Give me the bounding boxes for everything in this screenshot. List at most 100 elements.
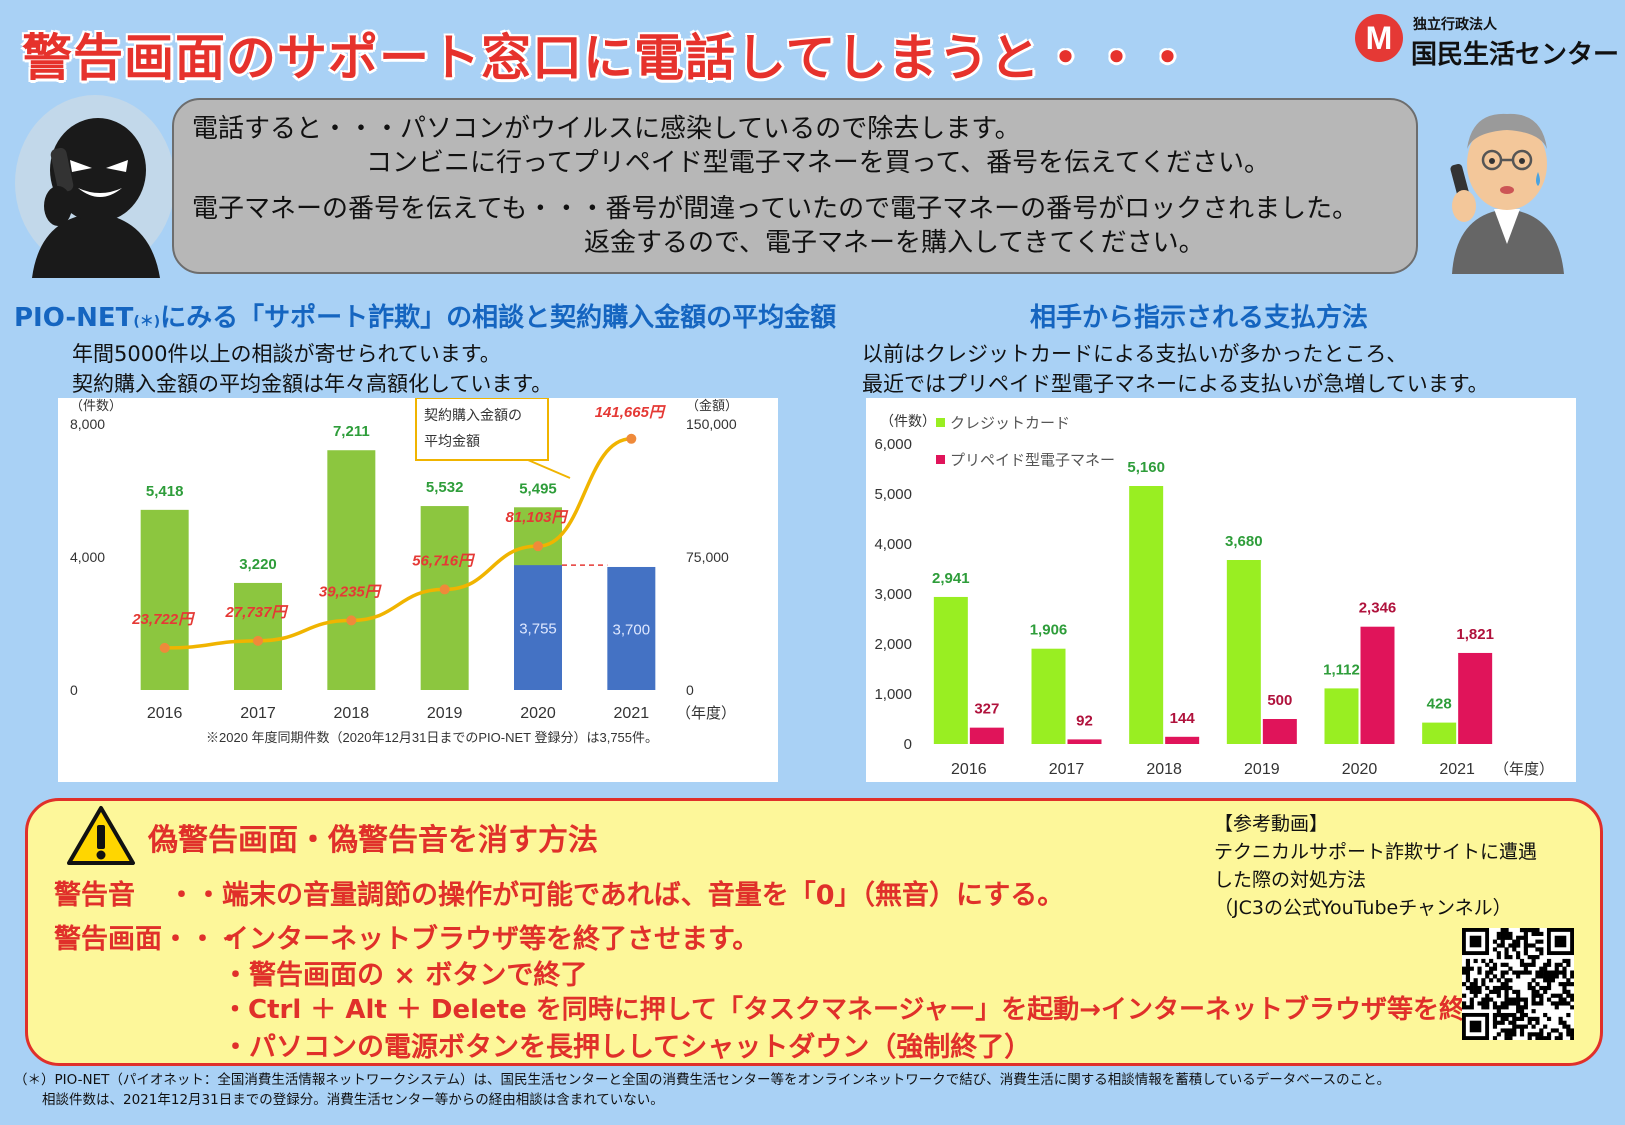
qr-module: [1546, 958, 1552, 964]
qr-module: [1562, 1020, 1567, 1025]
qr-module: [1550, 993, 1555, 998]
qr-module: [1512, 1001, 1517, 1006]
qr-module: [1546, 970, 1552, 975]
qr-module: [1543, 1024, 1548, 1029]
x-tick-label: 2020: [1342, 761, 1378, 778]
qr-module: [1531, 1024, 1536, 1029]
qr-module: [1570, 974, 1574, 979]
legend-label-prepaid: プリペイド型電子マネー: [950, 452, 1115, 469]
qr-module: [1527, 970, 1532, 975]
qr-module: [1512, 947, 1517, 952]
qr-module: [1473, 993, 1478, 998]
qr-module: [1500, 1012, 1505, 1018]
qr-module: [1570, 993, 1574, 998]
qr-module: [1508, 997, 1513, 1002]
qr-module: [1566, 962, 1571, 967]
qr-module: [1527, 955, 1532, 960]
qr-module: [1477, 1001, 1482, 1006]
qr-module: [1558, 1020, 1563, 1025]
reference-line-4: （JC3の公式YouTubeチャンネル）: [1214, 897, 1512, 919]
y-tick: 1,000: [874, 686, 912, 703]
average-amount-point: [346, 615, 357, 626]
qr-module: [1539, 1036, 1544, 1040]
qr-module: [1477, 985, 1482, 991]
bar-credit-card: [933, 596, 968, 744]
qr-module: [1531, 931, 1536, 937]
bar-label-credit-card: 1,906: [1030, 622, 1068, 639]
qr-module: [1473, 982, 1478, 987]
bar-consultations: [327, 450, 376, 690]
x-tick-label: 2017: [1049, 761, 1085, 778]
qr-module: [1531, 955, 1536, 960]
qr-module: [1496, 1032, 1501, 1037]
removal-methods-box: 偽警告画面・偽警告音を消す方法 警告音 ・・・ 端末の音量調節の操作が可能であれ…: [25, 798, 1603, 1066]
average-amount-point: [159, 642, 170, 653]
qr-module: [1566, 982, 1571, 987]
qr-module: [1539, 1032, 1544, 1037]
qr-module: [1554, 966, 1559, 971]
qr-module: [1523, 1024, 1528, 1029]
qr-module: [1519, 1028, 1525, 1033]
qr-module: [1554, 970, 1559, 975]
dialogue-line-1: 電話すると・・・パソコンがウイルスに感染しているので除去します。: [192, 114, 1021, 144]
qr-module: [1519, 958, 1525, 964]
y-tick: 4,000: [874, 536, 912, 553]
qr-module: [1469, 985, 1474, 991]
qr-module: [1550, 974, 1555, 979]
qr-module: [1543, 1012, 1548, 1018]
qr-module: [1492, 939, 1498, 944]
method-bullet-2: ・Ctrl ＋ Alt ＋ Delete を同時に押して「タスクマネージャー」を…: [222, 995, 1491, 1025]
average-amount-label: 23,722円: [131, 611, 196, 628]
footnote-line-2: 相談件数は、2021年12月31日までの登録分。消費生活センター等からの経由相談…: [42, 1092, 664, 1108]
qr-module: [1477, 989, 1482, 994]
x-tick-label: 2021: [1439, 761, 1475, 778]
qr-module: [1558, 993, 1563, 998]
qr-module: [1508, 1032, 1513, 1037]
bar-label-credit-card: 3,680: [1225, 533, 1263, 550]
bar-same-period: [514, 565, 562, 690]
qr-module: [1523, 997, 1528, 1002]
qr-module: [1562, 1001, 1567, 1006]
qr-module: [1535, 1036, 1540, 1040]
qr-module: [1535, 955, 1540, 960]
qr-module: [1504, 978, 1509, 983]
qr-code-icon[interactable]: [1462, 928, 1574, 1040]
qr-module: [1531, 962, 1536, 967]
method-bullet-1: ・警告画面の × ボタンで終了: [222, 960, 588, 991]
title-prefix: PIO-NET: [14, 303, 134, 333]
title-note: (＊): [133, 314, 161, 330]
qr-module: [1508, 1012, 1513, 1018]
qr-finder: [1469, 1020, 1482, 1033]
qr-module: [1500, 931, 1505, 937]
qr-module: [1535, 1032, 1540, 1037]
qr-module: [1523, 962, 1528, 967]
qr-module: [1504, 989, 1509, 994]
qr-module: [1554, 1036, 1559, 1040]
qr-module: [1504, 947, 1509, 952]
qr-module: [1535, 947, 1540, 952]
qr-module: [1570, 997, 1574, 1002]
qr-module: [1535, 993, 1540, 998]
qr-module: [1462, 982, 1467, 987]
qr-module: [1543, 989, 1548, 994]
org-name: 国民生活センター: [1411, 40, 1620, 70]
qr-module: [1531, 943, 1536, 948]
qr-module: [1504, 962, 1509, 967]
qr-module: [1512, 1012, 1517, 1018]
y-axis-unit: （件数）: [880, 413, 936, 429]
qr-module: [1500, 1016, 1505, 1021]
chart-note: ※2020 年度同期件数（2020年12月31日までのPIO-NET 登録分）は…: [206, 730, 658, 745]
qr-module: [1535, 970, 1540, 975]
qr-module: [1492, 1005, 1498, 1010]
y-axis-unit-right: （金額）: [686, 398, 738, 413]
qr-module: [1473, 958, 1478, 964]
qr-module: [1558, 982, 1563, 987]
qr-module: [1504, 931, 1509, 937]
qr-module: [1489, 958, 1494, 964]
qr-module: [1546, 982, 1552, 987]
qr-module: [1489, 989, 1494, 994]
qr-module: [1519, 997, 1525, 1002]
qr-module: [1566, 1001, 1571, 1006]
qr-module: [1465, 962, 1471, 967]
qr-module: [1539, 947, 1544, 952]
